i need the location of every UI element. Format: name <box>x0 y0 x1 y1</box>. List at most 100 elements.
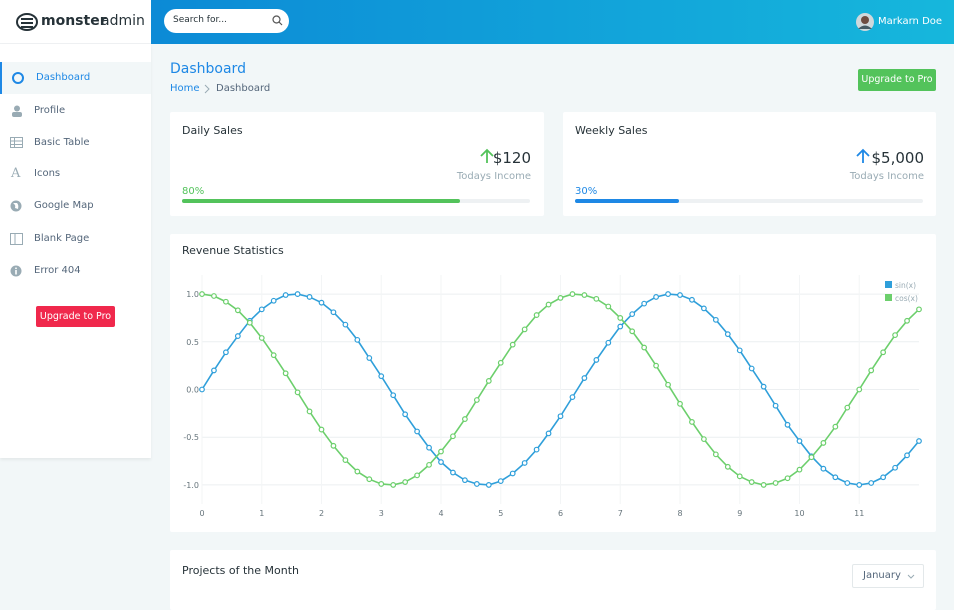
search-box[interactable]: Search for... <box>164 9 289 33</box>
point <box>581 375 588 381</box>
point <box>234 307 241 314</box>
nav-item[interactable]: Dashboard <box>0 62 151 94</box>
logo-bold: monster <box>41 13 107 29</box>
point <box>784 421 791 428</box>
legend-swatch <box>885 294 892 301</box>
point <box>462 477 468 484</box>
point <box>712 451 719 458</box>
month-select[interactable]: January <box>852 564 924 588</box>
point <box>605 303 612 310</box>
point <box>605 339 612 346</box>
nav-label: Basic Table <box>34 137 90 148</box>
point <box>916 306 922 313</box>
user-name[interactable]: Markarn Doe <box>878 16 943 27</box>
point <box>342 321 349 328</box>
point <box>557 295 564 301</box>
point <box>306 294 313 300</box>
point <box>450 433 456 440</box>
point <box>569 291 576 297</box>
projects-title: Projects of the Month <box>182 564 299 577</box>
upgrade-button[interactable]: Upgrade to Pro <box>858 69 936 91</box>
point <box>796 466 803 473</box>
nav-item[interactable]: Profile <box>0 95 151 127</box>
progress-bar <box>575 199 680 203</box>
point <box>473 397 480 403</box>
y-tick-label: 0.0 <box>186 386 199 395</box>
point <box>856 386 863 393</box>
x-tick-label: 1 <box>259 509 264 518</box>
point <box>402 479 409 485</box>
nav-label: Google Map <box>34 200 94 211</box>
nav-item[interactable]: Error 404 <box>0 255 151 287</box>
point <box>593 357 600 363</box>
x-tick-label: 2 <box>319 509 324 518</box>
page-title: Dashboard <box>170 61 246 77</box>
point <box>581 292 588 298</box>
point <box>497 359 504 366</box>
legend-label: cos(x) <box>895 294 918 303</box>
sidebar: Dashboard Profile Basic Table A Icons Goo… <box>0 44 151 458</box>
point <box>223 349 229 356</box>
point <box>772 402 779 409</box>
chart-title: Revenue Statistics <box>182 244 284 257</box>
point <box>414 428 421 435</box>
sales-card: Weekly Sales $5,000 Todays Income 30% <box>563 112 936 216</box>
nav-label: Icons <box>34 168 61 179</box>
search-placeholder: Search for... <box>173 15 227 25</box>
point <box>366 355 373 361</box>
point <box>689 419 695 425</box>
breadcrumb-current: Dashboard <box>216 83 271 94</box>
y-tick-label: 0.5 <box>186 338 199 347</box>
breadcrumb-link[interactable]: Home <box>170 83 200 94</box>
point <box>438 448 444 455</box>
point <box>402 411 409 418</box>
point <box>306 408 313 415</box>
point <box>330 309 337 316</box>
logo-light: admin <box>101 13 145 29</box>
point <box>832 474 839 481</box>
x-tick-label: 10 <box>794 509 804 518</box>
point <box>653 294 660 300</box>
point <box>748 365 755 372</box>
x-tick-label: 7 <box>618 509 623 518</box>
point <box>390 392 397 399</box>
point <box>748 479 755 485</box>
sales-card: Daily Sales $120 Todays Income 80% <box>170 112 544 216</box>
nav-item[interactable]: Blank Page <box>0 223 151 255</box>
legend-swatch <box>885 281 892 288</box>
point <box>617 323 624 330</box>
card-caption: Todays Income <box>456 171 531 182</box>
nav-label: Error 404 <box>34 265 81 276</box>
card-title: Daily Sales <box>182 124 243 137</box>
point <box>450 469 456 476</box>
progress-track <box>182 199 530 203</box>
top-bar: Search for... Markarn Doe <box>151 0 954 44</box>
point <box>569 394 576 401</box>
nav-item[interactable]: Basic Table <box>0 127 151 159</box>
y-tick-label: -0.5 <box>183 433 199 442</box>
nav-label: Dashboard <box>36 72 91 83</box>
point <box>521 460 528 466</box>
point <box>318 426 325 433</box>
point <box>211 367 217 374</box>
point <box>784 475 791 482</box>
avatar[interactable] <box>856 13 874 31</box>
point <box>677 400 683 407</box>
card-title: Weekly Sales <box>575 124 648 137</box>
point <box>533 446 540 453</box>
point <box>617 315 624 321</box>
point <box>462 416 468 422</box>
sidebar-upgrade-button[interactable]: Upgrade to Pro <box>36 306 115 327</box>
logo[interactable]: monster admin <box>0 0 151 44</box>
progress-label: 30% <box>575 186 598 197</box>
nav-item[interactable]: A Icons <box>11 166 61 181</box>
nav-item[interactable]: Google Map <box>0 190 151 222</box>
x-tick-label: 6 <box>558 509 563 518</box>
point <box>426 461 432 468</box>
point <box>545 301 552 308</box>
point <box>294 389 301 396</box>
point <box>629 328 636 335</box>
x-tick-label: 9 <box>737 509 742 518</box>
point <box>521 326 528 333</box>
point <box>856 482 863 488</box>
